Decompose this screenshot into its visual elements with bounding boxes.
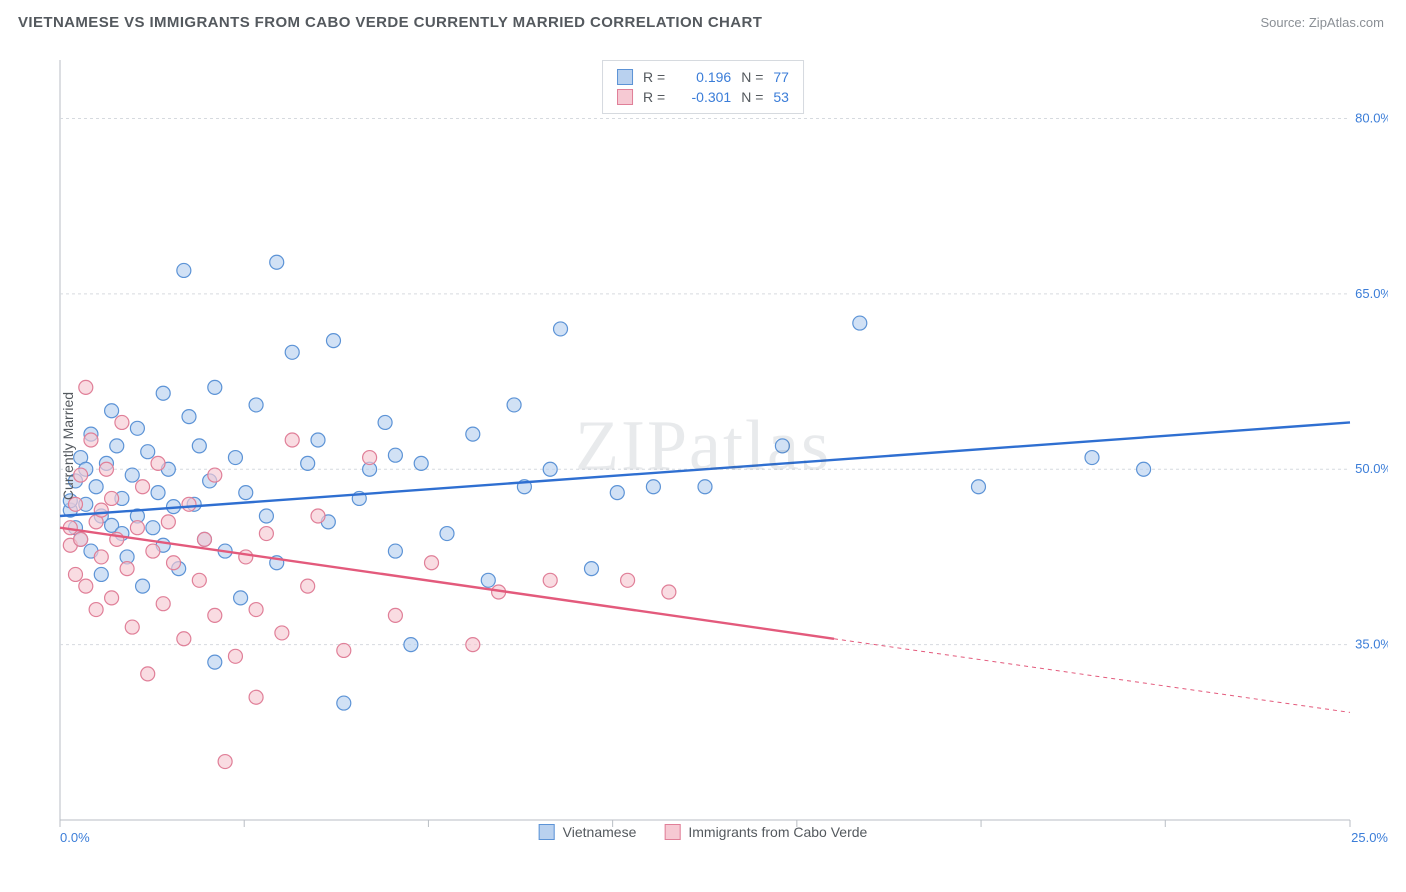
svg-text:65.0%: 65.0% xyxy=(1355,286,1388,301)
legend-item: Vietnamese xyxy=(539,824,637,840)
r-value: -0.301 xyxy=(675,89,731,105)
n-value: 77 xyxy=(773,69,789,85)
legend-swatch xyxy=(539,824,555,840)
legend-label: Immigrants from Cabo Verde xyxy=(688,824,867,840)
legend-label: Vietnamese xyxy=(563,824,637,840)
r-label: R = xyxy=(643,89,665,105)
svg-text:25.0%: 25.0% xyxy=(1351,830,1388,845)
y-axis-label: Currently Married xyxy=(60,392,76,500)
r-label: R = xyxy=(643,69,665,85)
source-prefix: Source: xyxy=(1260,15,1308,30)
r-value: 0.196 xyxy=(675,69,731,85)
chart-title: VIETNAMESE VS IMMIGRANTS FROM CABO VERDE… xyxy=(18,14,762,31)
n-label: N = xyxy=(741,69,763,85)
n-value: 53 xyxy=(773,89,789,105)
legend-item: Immigrants from Cabo Verde xyxy=(664,824,867,840)
scatter-plot: 35.0% 50.0% 65.0% 80.0% 0.0% 25.0% xyxy=(18,46,1388,846)
legend-row: R = 0.196 N = 77 xyxy=(617,67,789,87)
correlation-legend: R = 0.196 N = 77 R = -0.301 N = 53 xyxy=(602,60,804,114)
n-label: N = xyxy=(741,89,763,105)
chart-container: Currently Married 35.0% 50.0% 65.0% 80.0% 0.… xyxy=(18,46,1388,846)
source-attr: Source: ZipAtlas.com xyxy=(1260,14,1384,32)
svg-text:0.0%: 0.0% xyxy=(60,830,90,845)
legend-swatch xyxy=(617,89,633,105)
series-legend: Vietnamese Immigrants from Cabo Verde xyxy=(539,824,868,840)
source-name: ZipAtlas.com xyxy=(1309,15,1384,30)
svg-text:50.0%: 50.0% xyxy=(1355,461,1388,476)
legend-swatch xyxy=(664,824,680,840)
svg-text:35.0%: 35.0% xyxy=(1355,637,1388,652)
legend-swatch xyxy=(617,69,633,85)
svg-text:80.0%: 80.0% xyxy=(1355,110,1388,125)
legend-row: R = -0.301 N = 53 xyxy=(617,87,789,107)
